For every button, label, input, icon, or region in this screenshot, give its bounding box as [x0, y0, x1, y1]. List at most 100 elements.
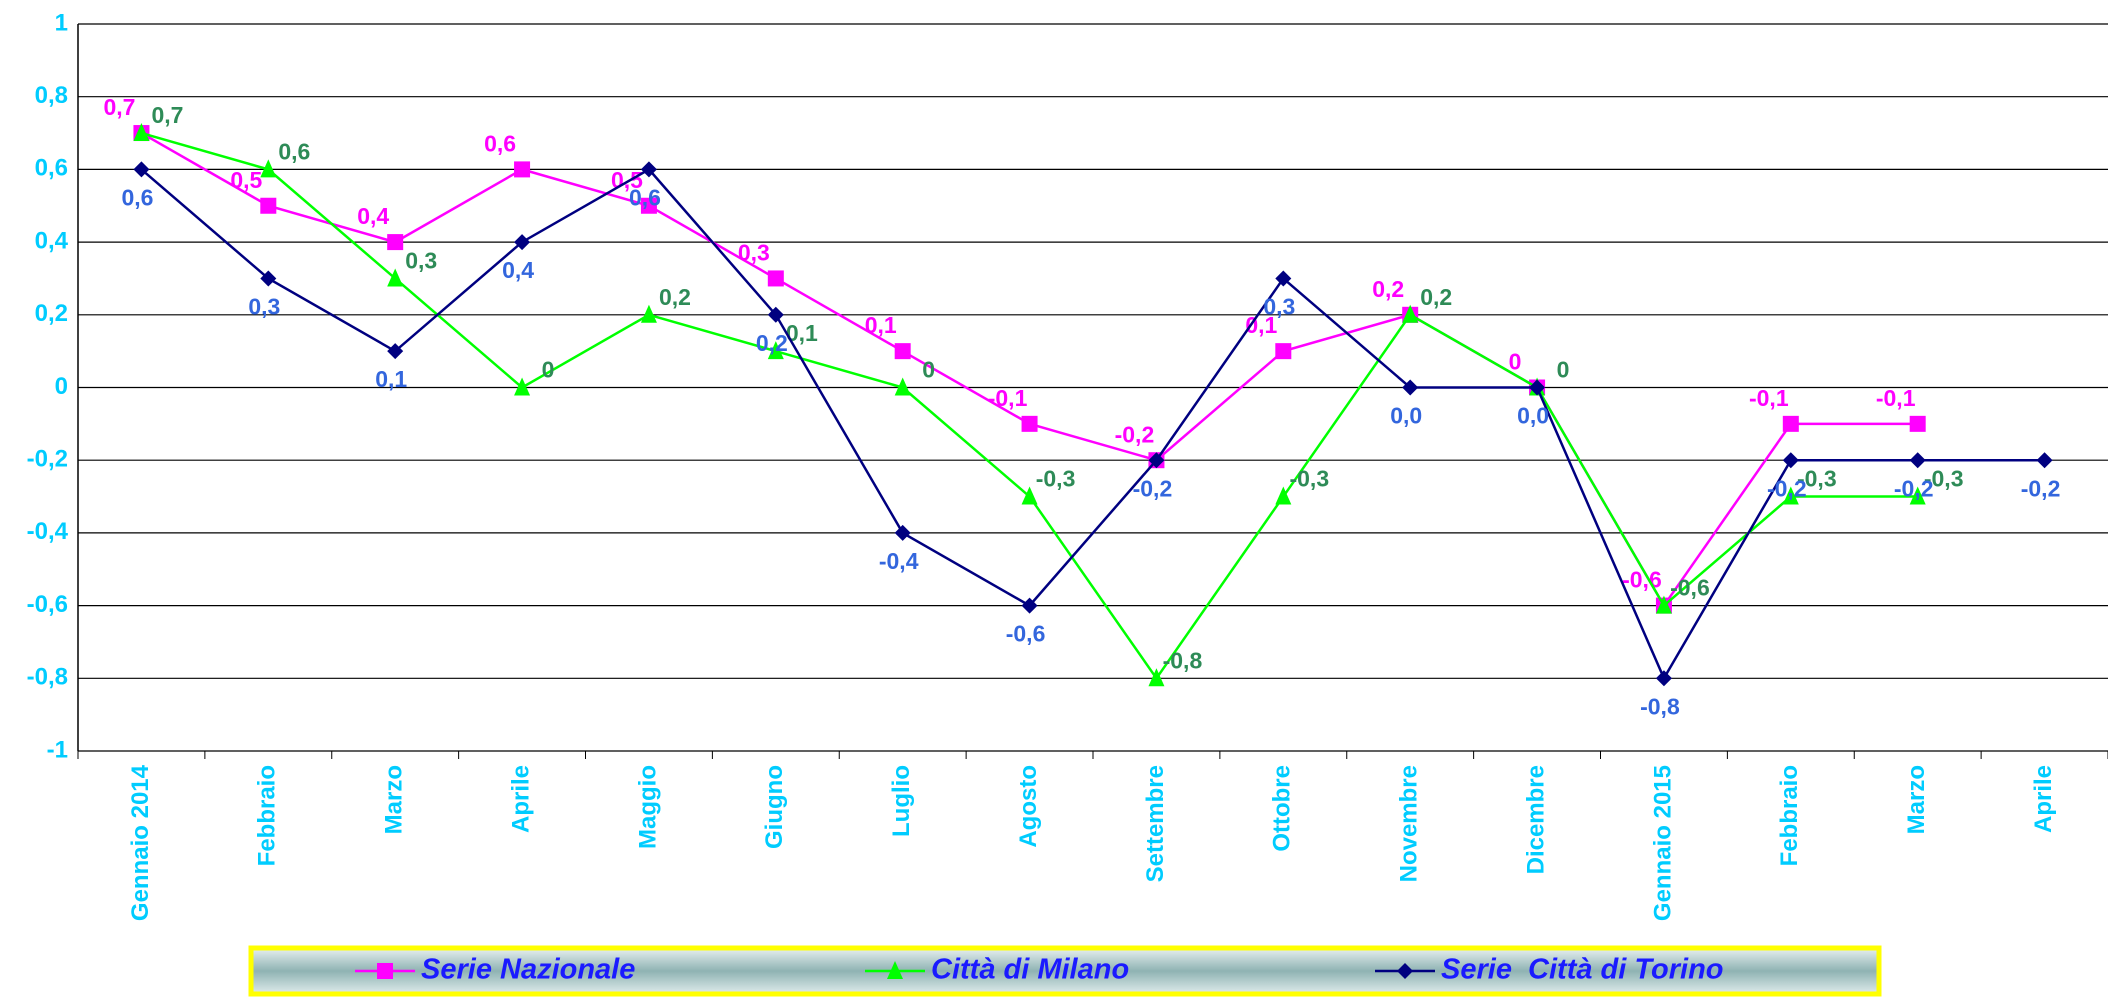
- marker: [640, 197, 657, 214]
- marker: [887, 961, 903, 979]
- value-label: 0,3: [1263, 294, 1295, 320]
- value-label: -0,8: [1640, 693, 1680, 719]
- value-label: 0,6: [121, 184, 153, 210]
- legend-label: Serie Nazionale: [421, 954, 635, 986]
- value-label: -0,6: [1006, 621, 1046, 647]
- value-label: 0,3: [738, 240, 770, 266]
- x-tick-label: Settembre: [1142, 765, 1169, 882]
- value-label: -0,3: [1924, 466, 1964, 492]
- value-label: 0: [922, 357, 935, 383]
- legend-label: Città di Milano: [931, 954, 1129, 986]
- y-tick-label: -0,8: [27, 664, 68, 691]
- value-label: -0,2: [1115, 421, 1155, 447]
- marker: [1402, 379, 1419, 396]
- marker: [1909, 415, 1926, 432]
- value-label: -0,3: [1036, 466, 1076, 492]
- marker: [1397, 963, 1413, 979]
- marker: [1148, 668, 1165, 687]
- value-label: 0,2: [1372, 276, 1404, 302]
- value-label: 0: [1509, 349, 1522, 375]
- marker: [377, 963, 393, 979]
- marker: [1148, 452, 1165, 469]
- value-label: 0: [542, 357, 555, 383]
- marker: [767, 341, 784, 360]
- value-label: 0,7: [103, 94, 135, 120]
- x-tick-label: Febbraio: [1776, 765, 1803, 866]
- legend-box: [248, 945, 1882, 997]
- series-line: [140, 131, 1918, 608]
- y-tick-label: 0,8: [35, 82, 68, 109]
- marker: [1909, 486, 1926, 505]
- value-label: -0,2: [2021, 475, 2061, 501]
- marker: [260, 159, 277, 178]
- marker: [1275, 343, 1292, 360]
- x-tick-label: Luglio: [888, 765, 915, 837]
- y-tick-label: 0: [55, 373, 68, 400]
- marker: [514, 234, 531, 251]
- marker: [1275, 486, 1292, 505]
- x-tick-label: Aprile: [2030, 765, 2057, 833]
- marker: [2036, 452, 2053, 469]
- marker: [1021, 486, 1038, 505]
- marker: [640, 304, 657, 323]
- marker: [387, 343, 404, 360]
- marker: [1275, 270, 1292, 287]
- marker: [894, 524, 911, 541]
- marker: [514, 377, 531, 396]
- x-tick-label: Giugno: [761, 765, 788, 849]
- x-tick-label: Maggio: [634, 765, 661, 849]
- x-tick-label: Febbraio: [254, 765, 281, 866]
- value-label: 0,2: [659, 284, 691, 310]
- marker: [640, 161, 657, 178]
- marker: [1655, 595, 1672, 614]
- x-tick-label: Dicembre: [1522, 765, 1549, 874]
- x-tick-label: Novembre: [1396, 765, 1423, 882]
- value-label: 0,6: [484, 130, 516, 156]
- value-label: -0,3: [1289, 466, 1329, 492]
- value-label: -0,4: [879, 548, 919, 574]
- x-tick-label: Ottobre: [1269, 765, 1296, 852]
- y-tick-label: 1: [55, 9, 68, 36]
- marker: [514, 161, 531, 178]
- series-line: [140, 167, 2045, 682]
- value-label: 0,0: [1390, 403, 1422, 429]
- x-tick-label: Aprile: [507, 765, 534, 833]
- marker: [894, 377, 911, 396]
- value-label: -0,2: [1894, 475, 1934, 501]
- x-tick-label: Gennaio 2015: [1649, 765, 1676, 921]
- value-label: -0,1: [1876, 385, 1916, 411]
- marker: [1402, 304, 1419, 323]
- value-label: -0,1: [988, 385, 1028, 411]
- marker: [1655, 670, 1672, 687]
- value-label: -0,8: [1163, 647, 1203, 673]
- marker: [1782, 452, 1799, 469]
- x-tick-label: Marzo: [1903, 765, 1930, 834]
- value-label: -0,6: [1622, 567, 1662, 593]
- series-line: [141, 131, 1918, 681]
- x-tick-label: Agosto: [1015, 765, 1042, 848]
- marker: [767, 306, 784, 323]
- value-label: -0,3: [1797, 466, 1837, 492]
- marker: [1529, 379, 1546, 396]
- value-label: 0,4: [502, 257, 534, 283]
- value-label: 0,5: [230, 167, 262, 193]
- value-label: 0,6: [278, 138, 310, 164]
- y-tick-label: -0,6: [27, 591, 68, 618]
- y-tick-label: -1: [47, 736, 68, 763]
- marker: [767, 270, 784, 287]
- value-label: 0: [1557, 357, 1570, 383]
- y-tick-label: 0,6: [35, 155, 68, 182]
- marker: [894, 343, 911, 360]
- y-tick-label: -0,2: [27, 446, 68, 473]
- value-label: -0,6: [1670, 575, 1710, 601]
- value-label: 0,1: [865, 312, 897, 338]
- y-tick-label: 0,4: [35, 227, 69, 254]
- x-tick-label: Marzo: [381, 765, 408, 834]
- legend-label: Serie Città di Torino: [1441, 954, 1724, 986]
- marker: [260, 197, 277, 214]
- value-label: 0,1: [375, 366, 407, 392]
- marker: [1782, 415, 1799, 432]
- value-label: 0,7: [151, 102, 183, 128]
- x-tick-label: Gennaio 2014: [127, 764, 154, 921]
